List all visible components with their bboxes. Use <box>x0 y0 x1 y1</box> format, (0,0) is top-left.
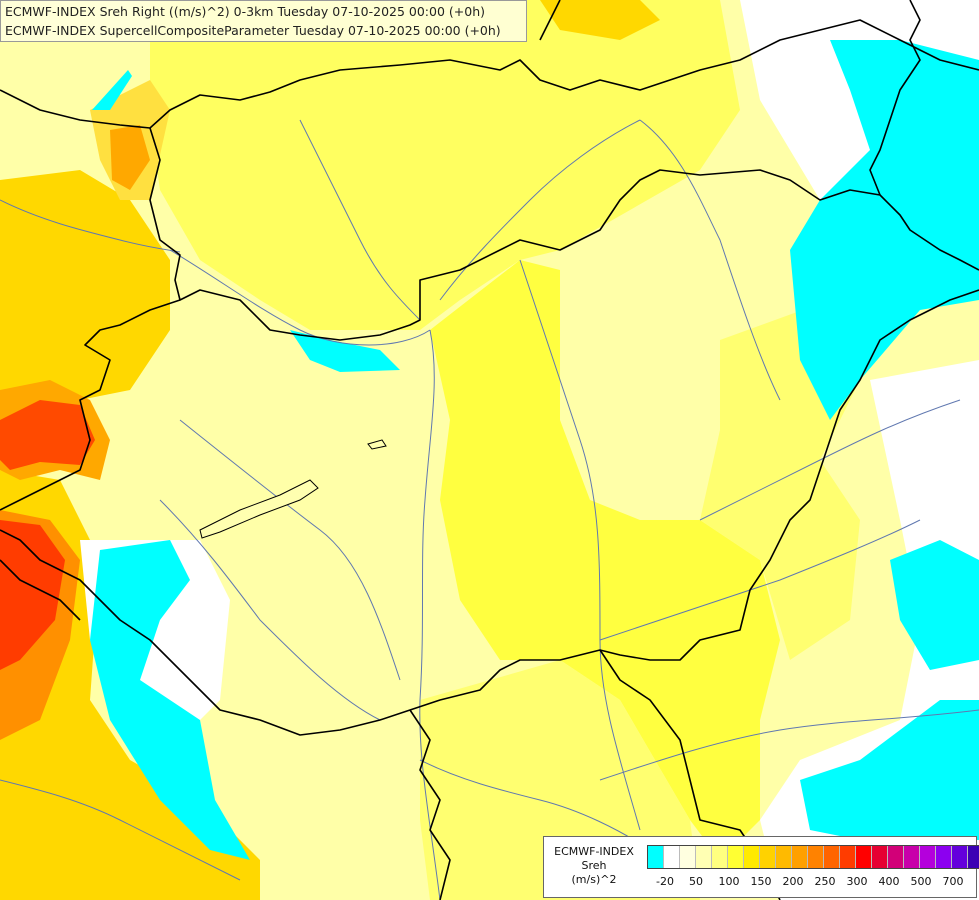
lake-balaton <box>199 479 319 539</box>
legend-swatch <box>648 846 664 868</box>
lake-small <box>367 439 387 450</box>
legend-title: ECMWF-INDEX Sreh (m/s)^2 <box>544 845 644 887</box>
legend-swatch <box>760 846 776 868</box>
legend-swatch <box>744 846 760 868</box>
gold-field-west <box>0 170 170 430</box>
legend-swatch <box>920 846 936 868</box>
legend-swatch <box>840 846 856 868</box>
legend-label: 100 <box>718 875 740 888</box>
legend-swatch <box>856 846 872 868</box>
legend-swatch <box>952 846 968 868</box>
legend-label: 150 <box>750 875 772 888</box>
legend-swatch <box>792 846 808 868</box>
color-legend: ECMWF-INDEX Sreh (m/s)^2 -20 50 100 150 200 2… <box>543 836 979 898</box>
legend-label: 50 <box>689 875 703 888</box>
legend-swatch <box>936 846 952 868</box>
legend-label: 200 <box>782 875 804 888</box>
map-title-line-2: ECMWF-INDEX SupercellCompositeParameter … <box>5 23 501 38</box>
cyan-zone-southeast-2 <box>800 700 979 840</box>
legend-label: 300 <box>846 875 868 888</box>
legend-label: 500 <box>910 875 932 888</box>
legend-label: 700 <box>942 875 964 888</box>
cyan-zone-northwest <box>92 70 132 110</box>
red-field-west <box>0 400 95 470</box>
legend-swatch <box>680 846 696 868</box>
map-title-line-1: ECMWF-INDEX Sreh Right ((m/s)^2) 0-3km T… <box>5 4 485 19</box>
legend-label: -20 <box>656 875 674 888</box>
cyan-zone-west <box>90 540 250 860</box>
legend-label: 250 <box>814 875 836 888</box>
legend-swatch <box>712 846 728 868</box>
legend-label: 400 <box>878 875 900 888</box>
rivers <box>0 119 979 900</box>
legend-swatch <box>776 846 792 868</box>
legend-swatch <box>824 846 840 868</box>
orange-field-nw <box>110 125 150 190</box>
legend-unit: (m/s)^2 <box>571 873 617 886</box>
legend-swatch <box>888 846 904 868</box>
legend-variable: Sreh <box>581 859 607 872</box>
legend-swatch <box>872 846 888 868</box>
cyan-strip-danube <box>290 330 400 372</box>
legend-color-scale <box>647 845 979 869</box>
cyan-zone-southeast-1 <box>890 540 979 670</box>
legend-swatch <box>728 846 744 868</box>
legend-swatch <box>968 846 979 868</box>
legend-swatch <box>664 846 680 868</box>
legend-swatch <box>808 846 824 868</box>
gold-field-north <box>540 0 660 40</box>
legend-source: ECMWF-INDEX <box>554 845 634 858</box>
cyan-zone-east <box>790 40 979 420</box>
yellow-field-central <box>430 260 780 860</box>
legend-swatch <box>696 846 712 868</box>
red-field-sw <box>0 520 65 670</box>
map-title-box: ECMWF-INDEX Sreh Right ((m/s)^2) 0-3km T… <box>0 0 527 42</box>
legend-swatch <box>904 846 920 868</box>
legend-value-labels: -20 50 100 150 200 250 300 400 500 700 <box>647 875 972 889</box>
